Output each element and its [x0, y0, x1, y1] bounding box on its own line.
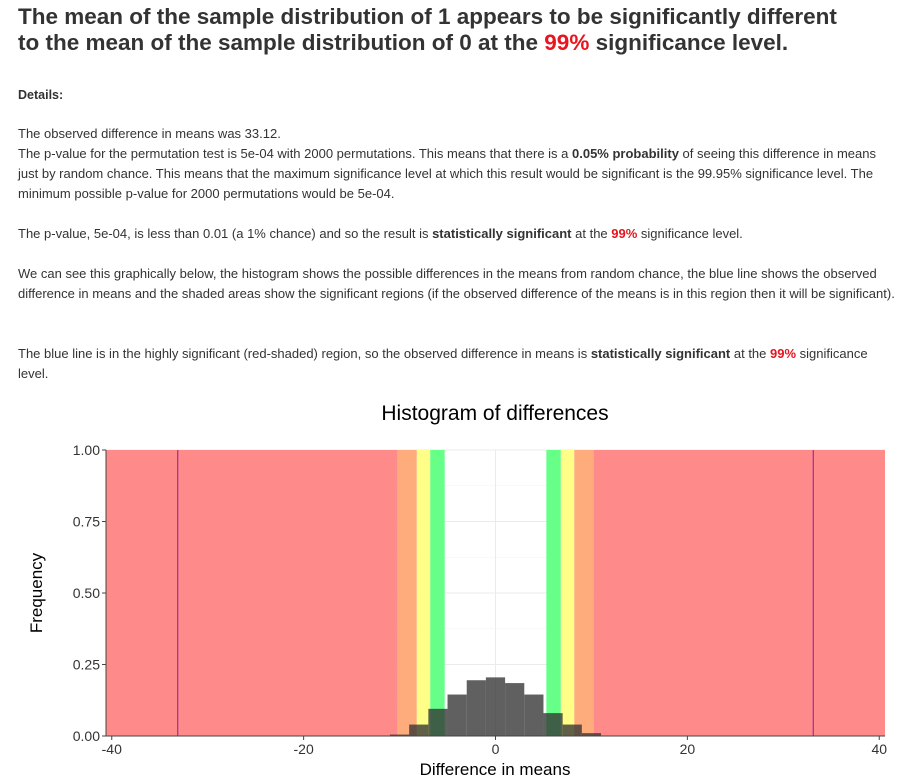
headline-part2: to the mean of the sample distribution o…	[18, 30, 545, 55]
observed-text: The observed difference in means was 33.…	[18, 126, 281, 141]
histogram-chart: Histogram of differences Frequency Diffe…	[27, 402, 887, 779]
region-99pct	[106, 450, 398, 736]
pvalue-paragraph: The observed difference in means was 33.…	[18, 124, 898, 204]
histogram-bar	[466, 680, 486, 736]
y-ticks: 0.00 0.25 0.50 0.75 1.00	[73, 442, 106, 744]
x-tick-label: 20	[680, 741, 696, 757]
blue-text-1: The blue line is in the highly significa…	[18, 346, 591, 361]
histogram-bar	[524, 694, 544, 736]
region-99pct	[593, 450, 885, 736]
region-90pct	[546, 450, 561, 736]
histogram-bar	[581, 733, 602, 736]
headline-level: 99%	[544, 30, 590, 55]
blue-bold: statistically significant	[590, 346, 731, 361]
details-label: Details:	[18, 88, 64, 102]
histogram-bar	[428, 708, 448, 736]
headline-part3: significance level.	[589, 30, 789, 55]
histogram-bar	[543, 713, 563, 736]
conclusion-bold: statistically significant	[432, 226, 572, 241]
y-tick-label: 0.50	[73, 585, 100, 601]
histogram-bar	[389, 734, 410, 736]
x-tick-label: -40	[102, 741, 122, 757]
blue-level: 99%	[770, 346, 797, 361]
y-tick-label: 1.00	[73, 442, 100, 458]
region-98pct	[574, 450, 594, 736]
chart-title: Histogram of differences	[381, 402, 608, 425]
pvalue-text-2: of seeing this difference in means just …	[18, 146, 876, 201]
conclusion-level: 99%	[611, 226, 638, 241]
x-tick-label: 40	[871, 741, 887, 757]
y-tick-label: 0.25	[73, 657, 100, 673]
histogram-bars	[389, 677, 602, 736]
x-axis-label: Difference in means	[420, 760, 571, 779]
headline: The mean of the sample distribution of 1…	[18, 4, 898, 56]
y-axis-label: Frequency	[27, 552, 46, 633]
histogram-bar	[505, 683, 525, 736]
conclusion-text-3: significance level.	[637, 226, 743, 241]
y-tick-label: 0.75	[73, 514, 100, 530]
region-95pct	[560, 450, 575, 736]
conclusion-text-1: The p-value, 5e-04, is less than 0.01 (a…	[18, 226, 433, 241]
observed-difference-lines	[177, 450, 814, 736]
region-98pct	[397, 450, 417, 736]
significance-regions	[106, 450, 885, 736]
headline-bold-phrase: significantly different	[609, 4, 837, 29]
conclusion-paragraph: The p-value, 5e-04, is less than 0.01 (a…	[18, 224, 898, 244]
histogram-bar	[562, 724, 582, 736]
pvalue-text-1: The p-value for the permutation test is …	[18, 146, 572, 161]
region-90pct	[430, 450, 445, 736]
y-tick-label: 0.00	[73, 728, 100, 744]
x-ticks: -40 -20 0 20 40	[102, 736, 887, 757]
x-tick-label: -20	[294, 741, 314, 757]
blue-text-3: significance level.	[18, 346, 868, 381]
x-tick-label: 0	[492, 741, 500, 757]
headline-part1: The mean of the sample distribution of 1…	[18, 4, 610, 29]
histogram-bar	[447, 694, 467, 736]
region-95pct	[416, 450, 431, 736]
blue-line-paragraph: The blue line is in the highly significa…	[18, 344, 898, 384]
blue-text-2: at the	[730, 346, 770, 361]
pvalue-prob: 0.05% probability	[572, 146, 679, 161]
graph-paragraph: We can see this graphically below, the h…	[18, 266, 895, 301]
conclusion-text-2: at the	[571, 226, 612, 241]
histogram-bar	[409, 724, 429, 736]
histogram-bar	[485, 677, 506, 736]
